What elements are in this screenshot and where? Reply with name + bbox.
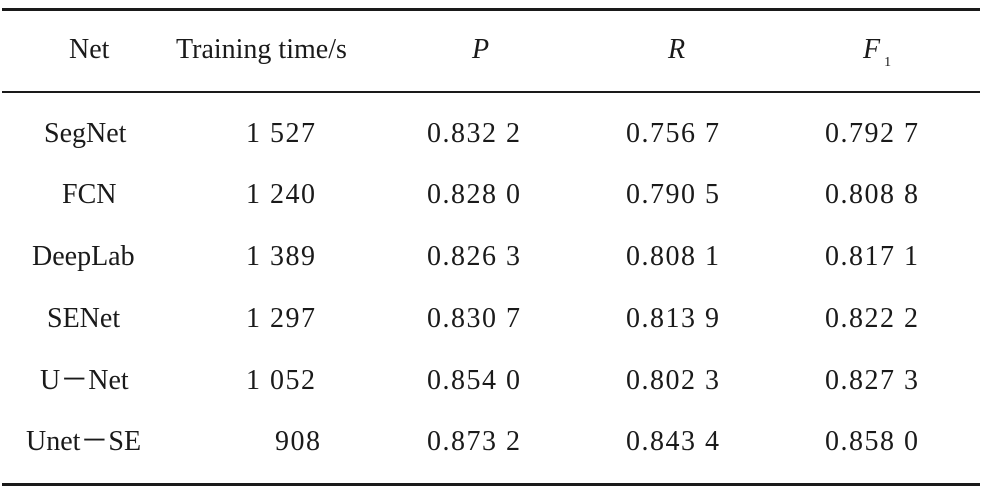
cell-r: 0.756 7 (626, 118, 721, 149)
cell-f1: 0.858 0 (825, 426, 920, 457)
cell-p: 0.828 0 (427, 179, 522, 210)
header-p: P (472, 34, 490, 65)
cell-training-time: 1 240 (246, 179, 317, 210)
cell-r: 0.808 1 (626, 241, 721, 272)
cell-r: 0.843 4 (626, 426, 721, 457)
cell-f1: 0.792 7 (825, 118, 920, 149)
header-training-time: Training time/s (176, 34, 347, 65)
cell-r: 0.790 5 (626, 179, 721, 210)
cell-p: 0.832 2 (427, 118, 522, 149)
cell-f1: 0.808 8 (825, 179, 920, 210)
header-f1-main: F (863, 34, 881, 65)
cell-net: Unet－SE (26, 426, 142, 457)
cell-f1: 0.827 3 (825, 365, 920, 396)
cell-p: 0.854 0 (427, 365, 522, 396)
header-f1-subscript: 1 (884, 55, 892, 70)
cell-net: SENet (47, 303, 121, 334)
cell-training-time: 1 052 (246, 365, 317, 396)
table-header-rule (2, 91, 980, 93)
header-r: R (668, 34, 686, 65)
cell-p: 0.873 2 (427, 426, 522, 457)
cell-f1: 0.822 2 (825, 303, 920, 334)
cell-r: 0.802 3 (626, 365, 721, 396)
cell-training-time: 1 389 (246, 241, 317, 272)
table-bottom-rule (2, 483, 980, 486)
cell-p: 0.830 7 (427, 303, 522, 334)
cell-training-time: 1 527 (246, 118, 317, 149)
cell-training-time: 1 297 (246, 303, 317, 334)
cell-r: 0.813 9 (626, 303, 721, 334)
cell-net: SegNet (44, 118, 127, 149)
cell-f1: 0.817 1 (825, 241, 920, 272)
table-top-rule (2, 8, 980, 11)
cell-net: FCN (62, 179, 117, 210)
cell-net: DeepLab (32, 241, 135, 272)
cell-p: 0.826 3 (427, 241, 522, 272)
cell-net: U－Net (40, 365, 129, 396)
header-net: Net (69, 34, 110, 65)
cell-training-time: 908 (275, 426, 322, 457)
